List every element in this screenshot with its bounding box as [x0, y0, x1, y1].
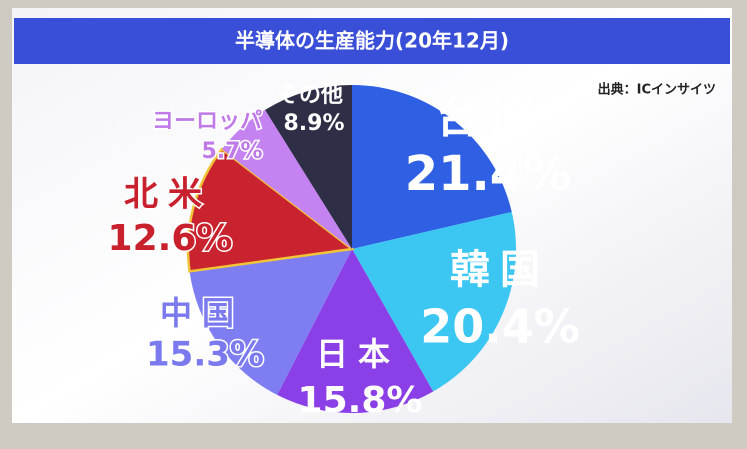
slice-value-label: 12.6%	[108, 218, 233, 259]
slice-value-label: 21.4%	[405, 146, 572, 202]
pie-slice	[186, 147, 356, 273]
slice-value-label: 15.8%	[298, 380, 423, 421]
slice-name: 台湾	[436, 92, 544, 143]
title-bar	[14, 18, 730, 64]
source-note: 出典：ICインサイツ	[598, 82, 716, 98]
slice-name: ヨーロッパ	[152, 109, 262, 134]
pie-slice	[277, 249, 434, 413]
slice-name: 韓国	[450, 247, 550, 293]
pie-slice	[221, 109, 352, 249]
slice-value-label: 15.3%	[146, 335, 264, 375]
pie-slice	[265, 85, 352, 249]
slice-value-label: 5.7%	[201, 139, 262, 164]
pie-slice	[189, 249, 352, 395]
slice-name: 中国	[160, 294, 244, 332]
slice-name: その他	[277, 83, 343, 108]
pie-slice	[352, 85, 512, 249]
chart-title: 半導体の生産能力(20年12月)	[235, 29, 509, 53]
pie	[186, 85, 516, 413]
pie-slice	[352, 212, 516, 392]
slice-name: 日本	[316, 335, 400, 373]
slice-value-label: 20.4%	[420, 300, 580, 354]
slice-value-label: 8.9%	[283, 111, 344, 136]
slice-name: 北米	[124, 175, 212, 215]
